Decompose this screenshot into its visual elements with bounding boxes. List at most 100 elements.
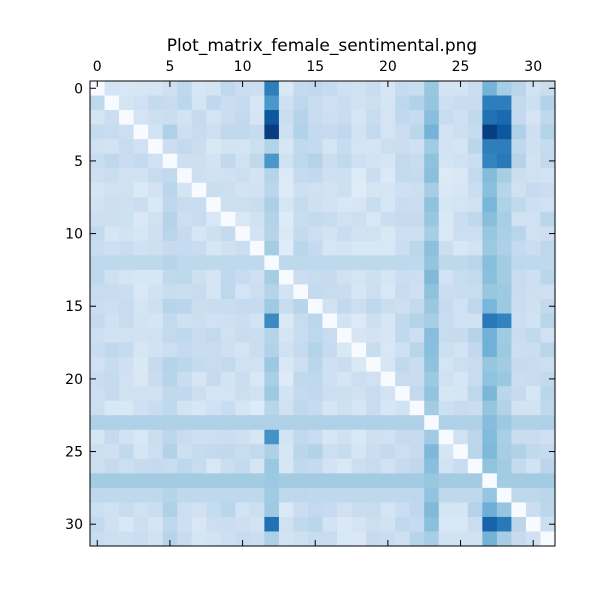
heatmap-cell [395,386,411,402]
heatmap-cell [540,298,556,314]
heatmap-cell [90,95,105,111]
heatmap-cell [133,531,149,547]
heatmap-cell [133,124,149,140]
heatmap-cell [424,139,440,155]
y-tick-label: 15 [65,299,83,315]
heatmap-cell [525,182,541,198]
heatmap-cell [525,168,541,184]
heatmap-cell [249,429,265,445]
heatmap-cell [482,153,498,169]
heatmap-cell [148,357,164,373]
heatmap-cell [264,226,280,242]
heatmap-cell [264,400,280,416]
heatmap-cell [278,458,294,474]
heatmap-cell [511,444,527,460]
heatmap-cell [496,182,512,198]
heatmap-cell [337,298,352,314]
heatmap-cell [351,211,367,227]
heatmap-cell [264,502,280,518]
y-tick-label: 20 [65,372,83,388]
heatmap-cell [119,197,134,213]
heatmap-cell [322,168,338,184]
heatmap-cell [380,139,396,155]
heatmap-cell [206,400,222,416]
heatmap-cell [235,444,251,460]
heatmap-cell [293,473,309,489]
heatmap-cell [90,429,105,445]
heatmap-cell [235,95,251,111]
heatmap-cell [191,400,207,416]
heatmap-cell [162,342,178,358]
heatmap-cell [322,473,338,489]
heatmap-cell [351,444,367,460]
heatmap-cell [482,444,498,460]
heatmap-cell [395,211,411,227]
heatmap-cell [337,357,352,373]
heatmap-cell [104,197,120,213]
heatmap-cell [278,226,294,242]
heatmap-cell [119,255,134,271]
heatmap-cell [380,342,396,358]
heatmap-cell [540,153,556,169]
heatmap-cell [395,458,411,474]
heatmap-cell [307,400,323,416]
heatmap-cell [206,371,222,387]
heatmap-cell [337,182,352,198]
heatmap-cell [162,182,178,198]
heatmap-cell [104,153,120,169]
heatmap-cell [380,313,396,329]
heatmap-cell [133,357,149,373]
heatmap-cell [351,386,367,402]
heatmap-cell [307,487,323,503]
heatmap-cell [162,502,178,518]
heatmap-cell [424,110,440,125]
heatmap-cell [249,255,265,271]
heatmap-cell [322,153,338,169]
heatmap-cell [511,313,527,329]
heatmap-cell [148,429,164,445]
heatmap-cell [395,371,411,387]
heatmap-cell [496,298,512,314]
heatmap-cell [162,124,178,140]
heatmap-cell [249,211,265,227]
heatmap-cell [133,255,149,271]
heatmap-cell [395,328,411,343]
heatmap-cell [351,95,367,111]
heatmap-cell [467,284,483,300]
heatmap-cell [191,487,207,503]
heatmap-cell [162,153,178,169]
heatmap-cell [104,415,120,431]
heatmap-cell [206,328,222,343]
heatmap-cell [307,139,323,155]
heatmap-cell [453,124,469,140]
heatmap-cell [177,81,193,96]
heatmap-cell [322,182,338,198]
heatmap-cell [148,516,164,532]
heatmap-cell [119,110,134,125]
heatmap-cell [206,473,222,489]
heatmap-cell [191,153,207,169]
heatmap-cell [438,81,454,96]
heatmap-cell [191,226,207,242]
heatmap-cell [482,328,498,343]
heatmap-cell [278,357,294,373]
heatmap-cell [525,502,541,518]
heatmap-cell [220,168,236,184]
heatmap-cell [235,458,251,474]
heatmap-cell [380,81,396,96]
heatmap-cell [293,342,309,358]
heatmap-cell [322,357,338,373]
y-tick-label: 5 [74,154,83,170]
heatmap-cell [511,124,527,140]
heatmap-cell [220,531,236,547]
heatmap-cell [366,95,382,111]
heatmap-cell [351,168,367,184]
heatmap-cell [337,313,352,329]
heatmap-cell [496,328,512,343]
heatmap-cell [162,269,178,285]
heatmap-cell [366,415,382,431]
heatmap-cell [322,313,338,329]
heatmap-cell [496,313,512,329]
heatmap-cell [496,153,512,169]
heatmap-cell [525,415,541,431]
